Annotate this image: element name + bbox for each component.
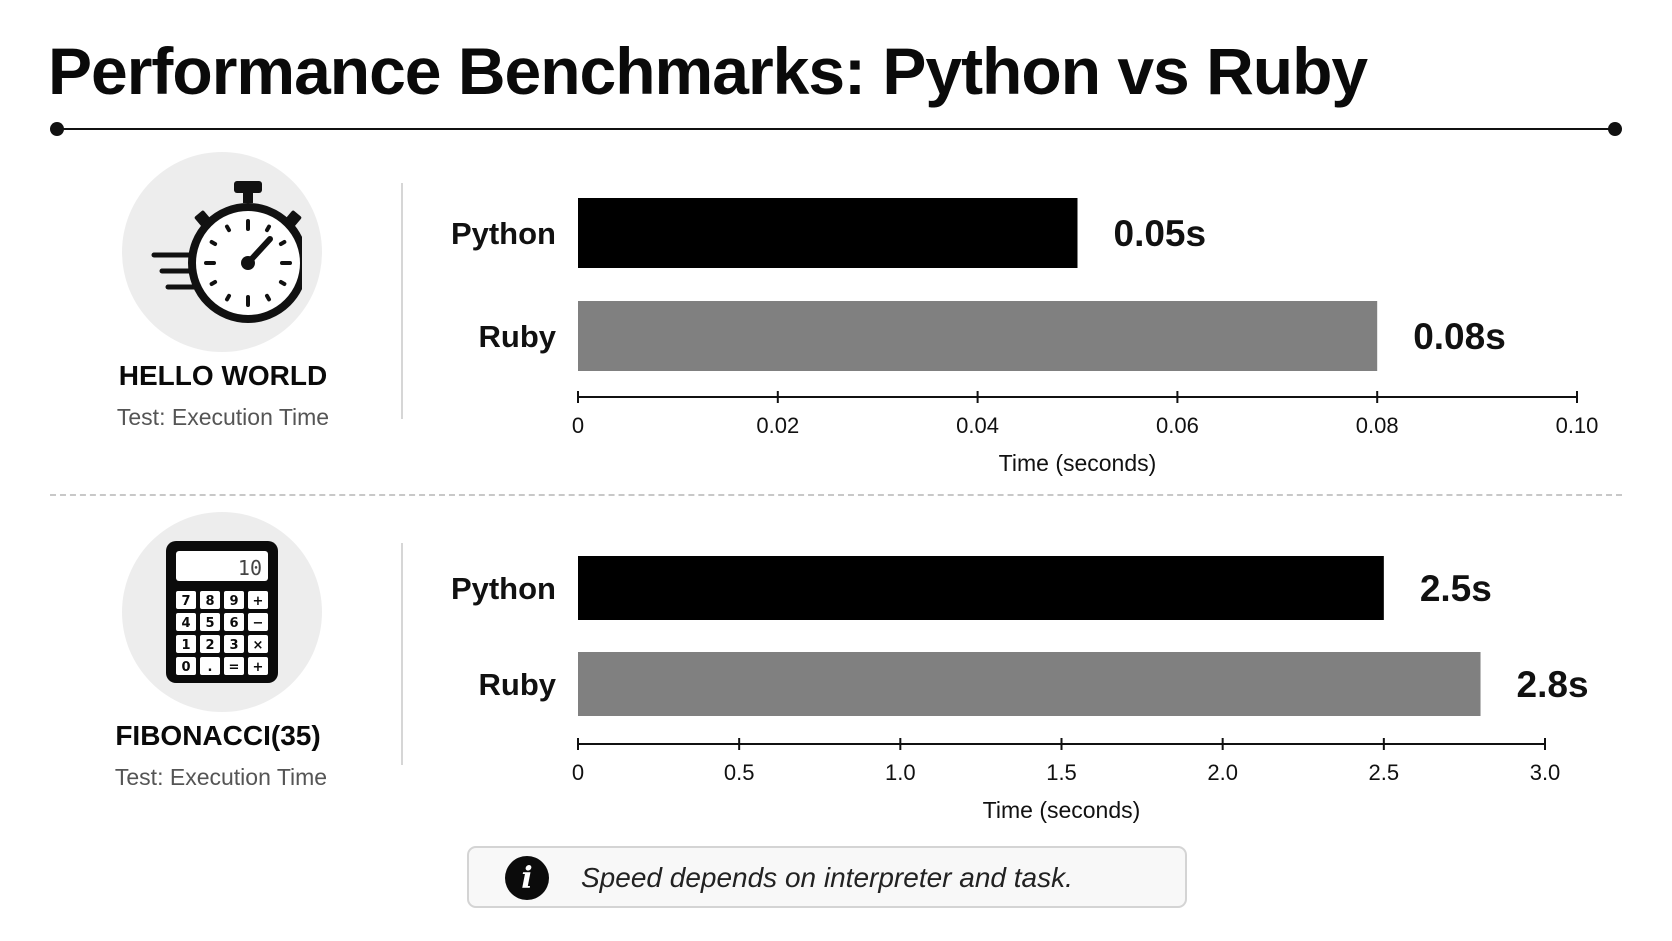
calculator-key (224, 635, 244, 653)
calculator-key (200, 635, 220, 653)
calculator-key (176, 591, 196, 609)
calculator-key (176, 635, 196, 653)
calculator-icon: 10 7 8 9 +4 5 6 − 1 2 3 × 0. = + (166, 541, 278, 683)
value-label: 0.08s (1413, 316, 1506, 357)
calculator-key (200, 657, 220, 675)
x-axis-label: Time (seconds) (983, 797, 1141, 823)
title-rule (56, 128, 1616, 130)
category-label: Python (451, 216, 556, 251)
calculator-key (200, 591, 220, 609)
calculator-key (224, 591, 244, 609)
calculator-key-label: 9 (229, 594, 238, 609)
calculator-key-label: 7 (181, 594, 190, 609)
category-label: Python (451, 571, 556, 606)
calculator-key (248, 635, 268, 653)
x-tick-label: 0.5 (724, 760, 755, 785)
calculator-key-label: . (208, 660, 213, 675)
fibonacci-chart: Python 2.5s Ruby 2.8s 0 0.5 1.0 1.5 2.0 2.5 3.0 Tim… (451, 556, 1589, 823)
calculator-key-label: 6 (229, 616, 238, 631)
calculator-key-label: × (253, 638, 264, 653)
x-tick-label: 1.0 (885, 760, 916, 785)
info-icon: i (505, 856, 549, 900)
category-label: Ruby (479, 667, 557, 702)
calculator-key-label: 4 (181, 616, 190, 631)
section-2-subtitle: Test: Execution Time (114, 764, 328, 790)
calculator-icon-circle: 10 7 8 9 +4 5 6− 1 2 3 × 0. = + (122, 512, 322, 712)
x-tick-label: 3.0 (1530, 760, 1561, 785)
calculator-key (224, 613, 244, 631)
calculator-key-label: + (253, 660, 264, 675)
x-tick-label: 0.06 (1156, 413, 1199, 438)
calculator-key-label: = (229, 660, 240, 675)
bar-ruby (578, 301, 1378, 371)
x-tick-label: 0.02 (756, 413, 799, 438)
stopwatch-icon (151, 181, 302, 323)
calculator-key (248, 591, 268, 609)
calculator-key (200, 613, 220, 631)
calculator-key-label: − (253, 616, 264, 631)
hello-world-chart: Python 0.05s Ruby 0.08s 0 0.02 0.04 0.06 0.08 0.1… (451, 198, 1599, 476)
calculator-key-label: 0 (181, 660, 190, 675)
x-tick-label: 0 (572, 760, 584, 785)
calculator-key-label: 5 (205, 616, 214, 631)
value-label: 0.05s (1114, 213, 1207, 254)
stopwatch-icon-circle (122, 152, 322, 352)
value-label: 2.5s (1420, 568, 1492, 609)
calculator-key-label: 3 (229, 638, 238, 653)
rule-end-dot-right (1608, 122, 1622, 136)
section-1-subtitle: Test: Execution Time (116, 404, 330, 430)
category-label: Ruby (479, 319, 557, 354)
bar-ruby (578, 652, 1481, 716)
x-tick-label: 0.04 (956, 413, 999, 438)
calculator-key (224, 657, 244, 675)
x-tick-label: 2.5 (1369, 760, 1400, 785)
calculator-key-label: 8 (205, 594, 214, 609)
section-1-divider (401, 183, 403, 419)
section-2-name: FIBONACCI(35) (115, 720, 321, 751)
calculator-key (176, 613, 196, 631)
calculator-key-label: + (253, 594, 264, 609)
note-box: i Speed depends on interpreter and task. (467, 846, 1187, 908)
x-tick-label: 0 (572, 413, 584, 438)
section-2-divider (401, 543, 403, 765)
section-divider (50, 494, 1622, 496)
note-text: Speed depends on interpreter and task. (581, 862, 1073, 893)
value-label: 2.8s (1517, 664, 1589, 705)
calculator-key-label: 1 (181, 638, 190, 653)
x-tick-label: 0.08 (1356, 413, 1399, 438)
x-axis-label: Time (seconds) (999, 450, 1157, 476)
x-tick-label: 2.0 (1207, 760, 1238, 785)
x-tick-label: 0.10 (1556, 413, 1599, 438)
rule-end-dot-left (50, 122, 64, 136)
bar-python (578, 198, 1078, 268)
calculator-key (248, 613, 268, 631)
calculator-key (248, 657, 268, 675)
x-tick-label: 1.5 (1046, 760, 1077, 785)
calculator-display: 10 (238, 556, 262, 580)
calculator-key-label: 2 (205, 638, 214, 653)
bar-python (578, 556, 1384, 620)
page-title: Performance Benchmarks: Python vs Ruby (48, 34, 1368, 108)
calculator-key (176, 657, 196, 675)
section-1-name: HELLO WORLD (118, 360, 328, 391)
